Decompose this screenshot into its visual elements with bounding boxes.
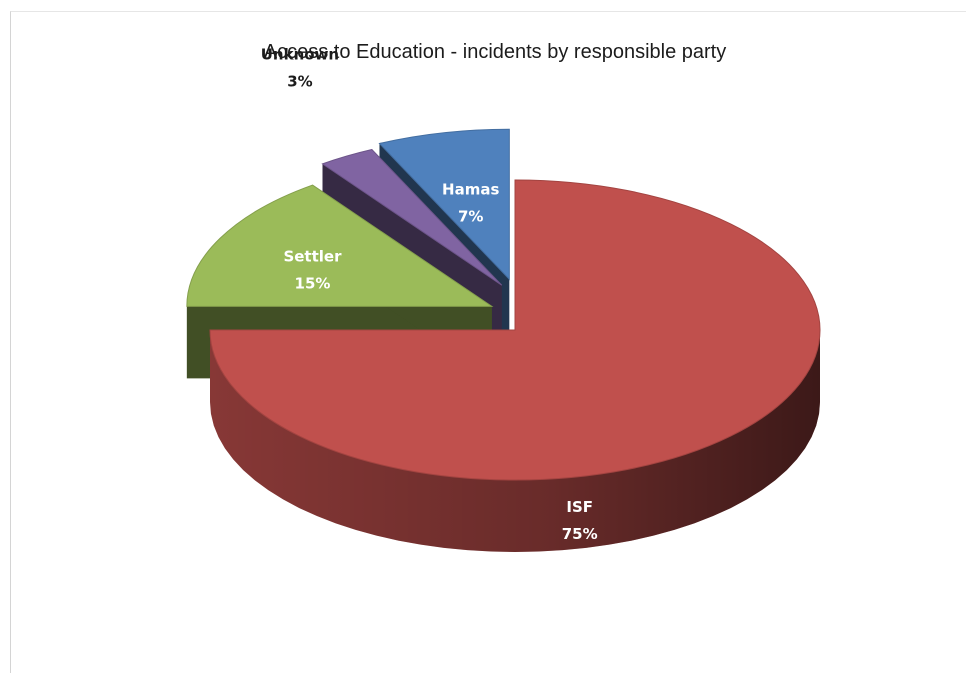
slice-label-unknown: Unknown [261,45,339,63]
pie-slice-hamas [378,128,510,281]
pie-slice-unknown [321,148,503,286]
slice-value-isf: 75% [562,525,598,543]
slice-value-settler: 15% [295,274,331,292]
slice-value-hamas: 7% [458,207,483,225]
slice-label-isf: ISF [566,498,593,516]
pie-slice-isf [209,179,821,481]
slice-value-unknown: 3% [287,72,312,90]
pie-labels: ISF 75% Settler 15% Unknown 3% Hamas 7% [261,45,598,542]
slice-label-hamas: Hamas [442,180,499,198]
pie-slice-side-shade [210,330,820,552]
pie-slice-settler [186,184,494,307]
chart-title: Access to Education - incidents by respo… [264,41,726,63]
pie-tops [186,128,821,481]
slice-label-settler: Settler [283,247,342,265]
